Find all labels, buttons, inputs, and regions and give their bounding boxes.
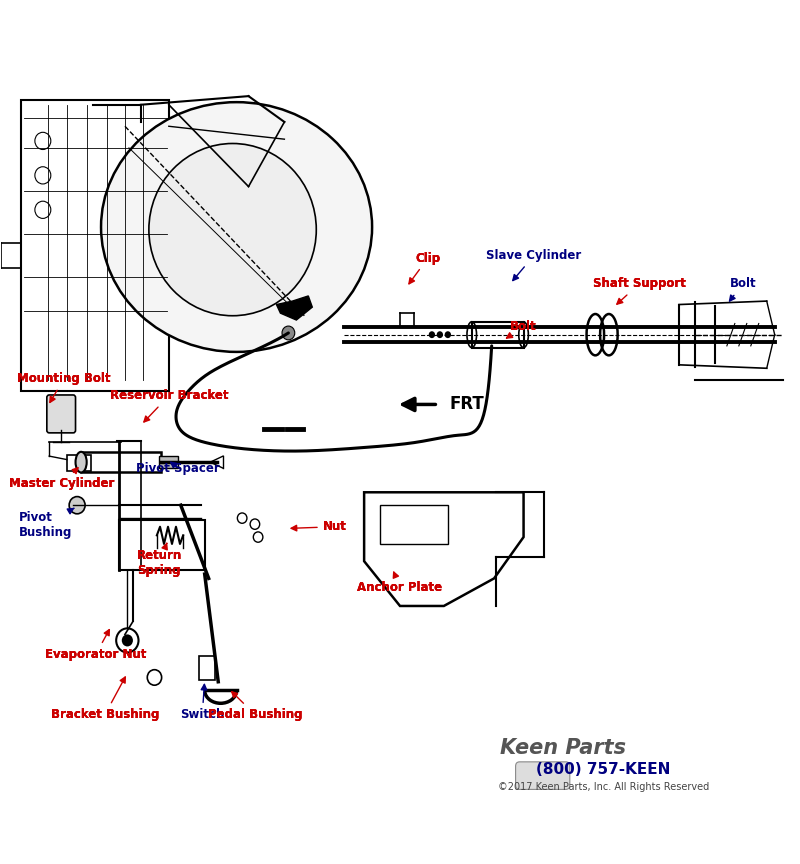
Text: Bracket Bushing: Bracket Bushing [51,708,159,721]
Ellipse shape [149,143,316,315]
Text: Return
Spring: Return Spring [137,543,182,577]
FancyBboxPatch shape [47,395,75,433]
Bar [472,321,523,347]
Text: Mounting Bolt: Mounting Bolt [18,372,111,385]
Text: Bolt: Bolt [510,321,537,334]
Text: Bracket Bushing: Bracket Bushing [51,677,159,721]
Text: Return
Spring: Return Spring [137,549,182,577]
Text: Evaporator Nut: Evaporator Nut [46,648,146,661]
Text: Nut: Nut [322,520,346,533]
Circle shape [122,634,133,646]
Text: Bracket Bushing: Bracket Bushing [51,708,159,721]
FancyBboxPatch shape [515,762,570,790]
Text: Shaft Support: Shaft Support [593,277,686,290]
Text: Reservoir Bracket: Reservoir Bracket [110,390,228,403]
Polygon shape [277,296,312,320]
Text: Pivot Spacer: Pivot Spacer [137,461,220,474]
Bar [66,455,90,471]
Text: Switch: Switch [180,684,225,721]
Text: Master Cylinder: Master Cylinder [10,477,114,490]
Ellipse shape [101,102,372,352]
Text: ©2017 Keen Parts, Inc. All Rights Reserved: ©2017 Keen Parts, Inc. All Rights Reserv… [498,782,709,791]
Text: Anchor Plate: Anchor Plate [358,572,442,594]
Text: (800) 757-KEEN: (800) 757-KEEN [536,762,670,777]
Text: Pedal Bushing: Pedal Bushing [208,708,302,721]
Text: Reservoir Bracket: Reservoir Bracket [110,390,228,422]
Text: Mounting Bolt: Mounting Bolt [18,372,111,385]
Bar [81,452,161,473]
Circle shape [282,326,294,340]
Text: Master Cylinder: Master Cylinder [10,477,114,490]
Text: Pedal Bushing: Pedal Bushing [208,692,302,721]
Circle shape [429,331,435,338]
Circle shape [445,331,451,338]
Text: Return
Spring: Return Spring [137,549,182,577]
Text: Reservoir Bracket: Reservoir Bracket [110,390,228,403]
Text: Evaporator Nut: Evaporator Nut [46,648,146,661]
Text: Bolt: Bolt [506,321,537,338]
Text: Clip: Clip [415,251,441,264]
Bar [119,520,206,569]
Text: Anchor Plate: Anchor Plate [358,581,442,594]
Text: Clip: Clip [409,251,441,284]
Text: Pivot
Bushing: Pivot Bushing [19,508,74,539]
Circle shape [69,497,85,514]
Text: Evaporator Nut: Evaporator Nut [46,630,146,661]
Text: Shaft Support: Shaft Support [593,277,686,290]
Text: FRT: FRT [450,396,484,414]
Bar [199,656,215,680]
Text: Nut: Nut [322,520,346,533]
Text: Bolt: Bolt [730,277,756,302]
Circle shape [437,331,443,338]
Text: Bolt: Bolt [510,321,537,334]
Text: Shaft Support: Shaft Support [593,277,686,304]
Text: Pedal Bushing: Pedal Bushing [208,708,302,721]
Text: Mounting Bolt: Mounting Bolt [18,372,111,403]
Text: Keen Parts: Keen Parts [501,738,626,758]
Text: Anchor Plate: Anchor Plate [358,581,442,594]
Text: Nut: Nut [291,520,346,533]
Bar [159,456,178,468]
Text: Slave Cylinder: Slave Cylinder [486,249,582,281]
Text: Clip: Clip [415,251,441,264]
Text: Master Cylinder: Master Cylinder [10,467,114,490]
Ellipse shape [75,452,86,473]
